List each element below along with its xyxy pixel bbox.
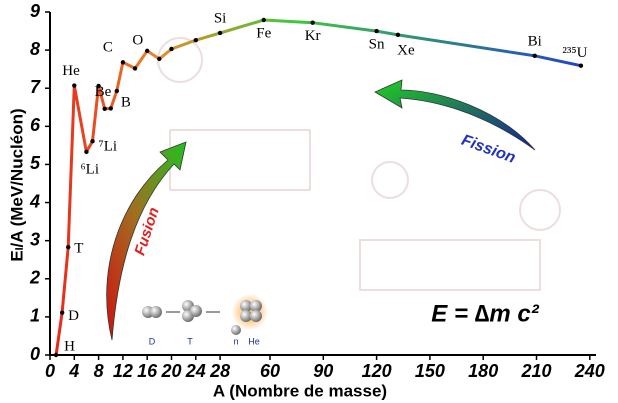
x-axis-label: A (Nombre de masse): [213, 381, 387, 400]
nuclide-label: Xe: [397, 42, 415, 58]
x-tick-label: 90: [313, 361, 333, 381]
x-tick-label: 210: [520, 361, 551, 381]
background-illustration: [158, 38, 560, 290]
nuclide-label: T: [74, 241, 83, 257]
x-tick-label: 120: [362, 361, 392, 381]
nuclide-label: Kr: [305, 28, 321, 44]
x-tick-label: 20: [160, 361, 181, 381]
data-point: [54, 353, 58, 357]
y-tick-label: 7: [30, 77, 41, 97]
data-point: [66, 245, 70, 249]
nuclide-label: D: [68, 308, 79, 324]
nuclide-label: Si: [214, 10, 227, 26]
particle-label: He: [248, 336, 260, 346]
y-tick-label: 5: [30, 153, 41, 173]
data-point: [310, 20, 314, 24]
nuclide-label: B: [121, 94, 131, 110]
data-point: [157, 57, 161, 61]
x-tick-label: 150: [415, 361, 445, 381]
y-tick-label: 3: [30, 229, 40, 249]
x-tick-label: 240: [574, 361, 605, 381]
data-point: [262, 18, 266, 22]
data-point: [396, 33, 400, 37]
x-tick-label: 180: [468, 361, 498, 381]
nuclide-label: He: [62, 63, 80, 79]
data-point: [218, 31, 222, 35]
y-tick-label: 6: [30, 115, 41, 135]
nuclide-label: H: [64, 338, 75, 354]
data-point: [169, 47, 173, 51]
data-point: [109, 106, 113, 110]
fission-arrow: [375, 80, 535, 150]
y-tick-label: 1: [30, 306, 40, 326]
data-point: [84, 150, 88, 154]
x-tick-label: 12: [113, 361, 133, 381]
chart: Fusion Fission E = ∆m c² DTnHe Eₗ/A (MeV…: [0, 0, 618, 403]
nuclide-label: ⁷Li: [99, 139, 118, 155]
data-point: [133, 66, 137, 70]
data-point: [579, 64, 583, 68]
x-tick-label: 0: [45, 361, 55, 381]
data-point: [60, 310, 64, 314]
data-point: [194, 38, 198, 42]
nuclide-label: ⁶Li: [80, 161, 99, 177]
data-point: [533, 54, 537, 58]
formula: E = ∆m c²: [431, 300, 539, 327]
nuclide-label: O: [132, 32, 143, 48]
data-point: [145, 49, 149, 53]
nuclide-label: Sn: [369, 36, 385, 52]
x-tick-label: 24: [185, 361, 206, 381]
y-tick-label: 8: [30, 39, 40, 59]
data-point: [72, 83, 76, 87]
nuclide-label: Fe: [256, 25, 271, 41]
x-tick-label: 60: [260, 361, 280, 381]
data-point: [115, 89, 119, 93]
particle-label: n: [233, 336, 238, 346]
y-axis-label: Eₗ/A (MeV/Nucléon): [7, 108, 26, 261]
data-point: [121, 60, 125, 64]
x-tick-label: 8: [94, 361, 104, 381]
data-point: [102, 107, 106, 111]
particle-label: D: [149, 336, 156, 346]
y-tick-label: 9: [30, 1, 40, 21]
data-point: [90, 139, 94, 143]
x-tick-label: 16: [137, 361, 158, 381]
nuclide-label: Be: [95, 84, 112, 100]
nuclide-label: ²³⁵U: [562, 45, 587, 61]
x-tick-label: 28: [209, 361, 230, 381]
y-tick-label: 4: [29, 191, 40, 211]
particle-diagram: [142, 294, 268, 335]
nuclide-label: Bi: [528, 33, 542, 49]
fission-label: Fission: [459, 132, 518, 167]
y-tick-label: 0: [30, 344, 40, 364]
particle-label: T: [187, 336, 193, 346]
y-tick-label: 2: [29, 268, 40, 288]
x-tick-label: 4: [68, 361, 79, 381]
data-point: [374, 29, 378, 33]
nuclide-label: C: [103, 40, 113, 56]
